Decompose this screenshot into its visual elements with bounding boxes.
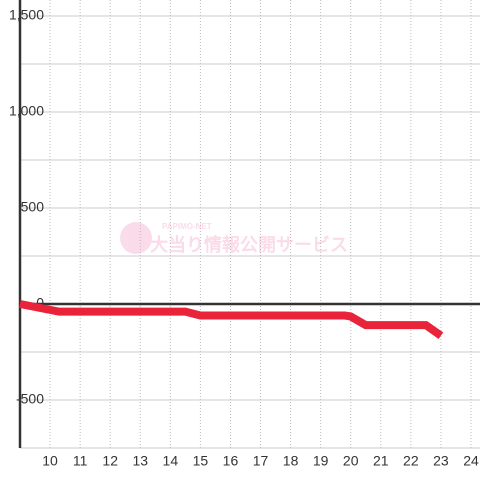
x-tick-label: 12 <box>102 453 118 469</box>
y-tick-label: -500 <box>16 391 44 407</box>
x-tick-label: 13 <box>132 453 148 469</box>
watermark: PAPIMO-NET 大当り情報公開サービス <box>120 222 348 255</box>
x-tick-label: 24 <box>463 453 479 469</box>
x-tick-label: 18 <box>283 453 299 469</box>
x-tick-label: 10 <box>42 453 58 469</box>
x-tick-label: 19 <box>313 453 329 469</box>
x-tick-label: 14 <box>163 453 179 469</box>
watermark-text: 大当り情報公開サービス <box>150 234 348 255</box>
x-tick-label: 21 <box>373 453 389 469</box>
watermark-brand: PAPIMO-NET <box>162 222 212 231</box>
x-tick-label: 23 <box>433 453 449 469</box>
y-tick-label: 0 <box>36 295 44 311</box>
watermark-logo <box>120 222 152 254</box>
y-tick-label: 500 <box>21 199 45 215</box>
x-tick-label: 11 <box>73 453 88 469</box>
x-tick-label: 15 <box>193 453 209 469</box>
data-line <box>19 300 444 339</box>
y-tick-label: 1,500 <box>9 7 44 23</box>
y-tick-label: 1,000 <box>9 103 44 119</box>
x-tick-label: 20 <box>343 453 359 469</box>
x-tick-label: 17 <box>253 453 269 469</box>
x-tick-label: 16 <box>223 453 239 469</box>
x-tick-label: 22 <box>403 453 419 469</box>
